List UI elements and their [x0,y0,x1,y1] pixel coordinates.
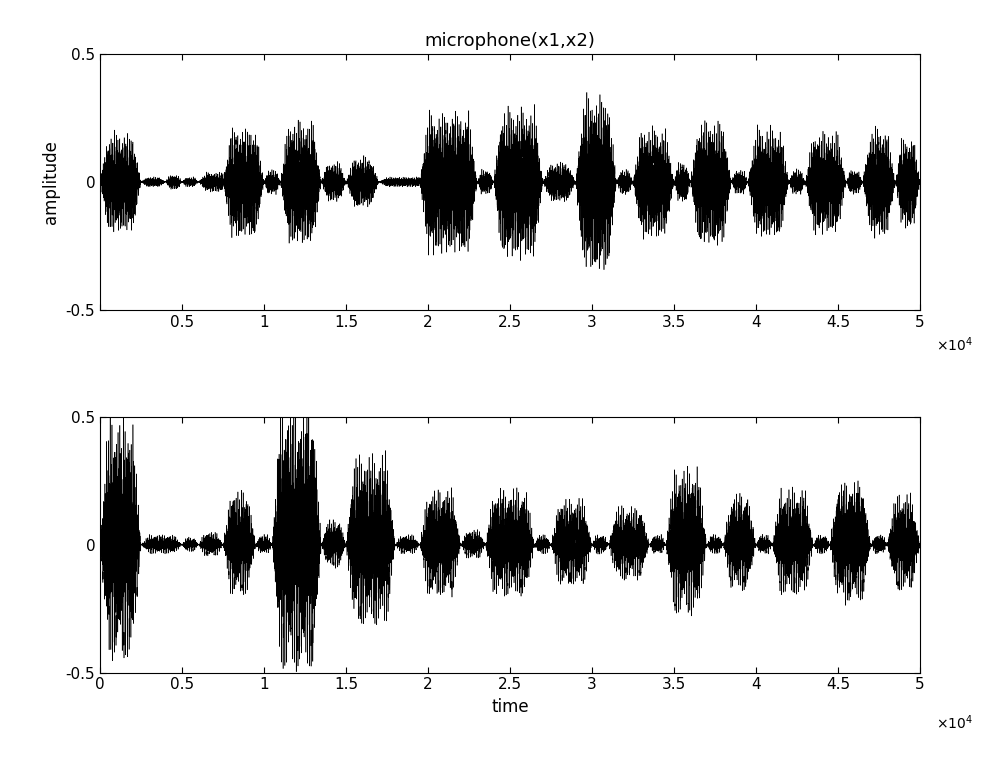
Text: $\times 10^4$: $\times 10^4$ [936,713,973,732]
Text: $\times 10^4$: $\times 10^4$ [936,335,973,354]
X-axis label: time: time [491,698,529,716]
Y-axis label: amplitude: amplitude [42,140,60,224]
Title: microphone(x1,x2): microphone(x1,x2) [425,32,595,49]
